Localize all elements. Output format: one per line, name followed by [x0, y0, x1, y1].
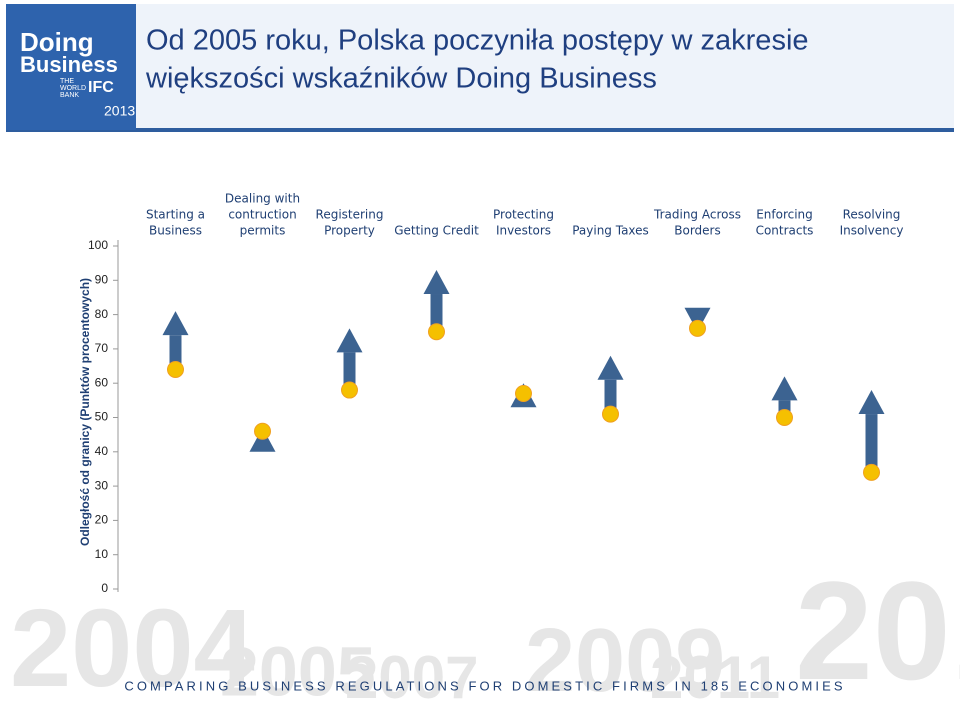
arrow-shaft	[865, 414, 878, 473]
y-tick-label: 30	[95, 478, 109, 492]
arrow-head	[162, 311, 189, 336]
title: Od 2005 roku, Polska poczyniła postępy w…	[146, 25, 809, 57]
x-category-label: Registering	[316, 208, 384, 222]
arrow-head	[771, 376, 798, 401]
arrow-head	[336, 328, 363, 353]
x-category-label: Contracts	[756, 224, 814, 238]
circle-marker	[602, 405, 619, 423]
x-category-label: Investors	[496, 224, 551, 238]
arrow-shaft	[604, 379, 617, 415]
circle-marker	[776, 409, 793, 426]
y-tick-label: 60	[95, 375, 109, 389]
y-tick-label: 90	[95, 272, 109, 286]
arrow-head	[423, 270, 450, 295]
footer-year: 2011	[650, 644, 780, 711]
x-category-label: Dealing with	[225, 192, 300, 206]
x-category-label: Business	[149, 224, 202, 238]
arrow-shaft	[430, 294, 443, 332]
footer-year: 2005	[220, 632, 376, 710]
x-category-label: Property	[324, 224, 375, 238]
footer-year: 2004	[10, 587, 255, 710]
x-category-label: Insolvency	[840, 224, 904, 238]
logo-block	[6, 4, 136, 130]
arrow-shaft	[343, 352, 356, 391]
y-tick-label: 70	[95, 341, 109, 355]
y-tick-label: 80	[95, 307, 109, 321]
header-rule	[6, 128, 954, 132]
arrow-head	[858, 390, 885, 415]
tagline: COMPARING BUSINESS REGULATIONS FOR DOMES…	[124, 678, 845, 693]
y-axis-label: Odległość od granicy (Punktów procentowy…	[78, 278, 92, 546]
x-category-label: permits	[240, 224, 286, 238]
y-tick-label: 20	[95, 513, 109, 527]
logo-ifc: IFC	[88, 79, 114, 96]
x-category-label: Starting a	[146, 208, 205, 222]
x-category-label: Resolving	[843, 208, 901, 222]
circle-marker	[254, 422, 271, 440]
circle-marker	[863, 463, 880, 481]
circle-marker	[515, 384, 532, 402]
y-tick-label: 50	[95, 410, 109, 424]
logo-org: THE	[60, 78, 74, 85]
circle-marker	[341, 381, 358, 399]
y-tick-label: 40	[95, 444, 109, 458]
circle-marker	[689, 319, 706, 337]
logo-text: Doing	[20, 27, 94, 57]
header-band	[6, 4, 954, 130]
x-category-label: contruction	[228, 208, 296, 222]
y-tick-label: 100	[88, 238, 108, 252]
arrow-head	[597, 355, 624, 380]
x-category-label: Paying Taxes	[572, 224, 649, 238]
logo-org: BANK	[60, 92, 79, 99]
arrow-head	[684, 307, 711, 332]
x-category-label: Getting Credit	[394, 224, 479, 238]
x-category-label: Enforcing	[756, 208, 813, 222]
arrow-shaft	[169, 335, 182, 370]
logo-year: 2013	[104, 103, 135, 119]
title: większości wskaźników Doing Business	[145, 63, 657, 95]
y-tick-label: 0	[101, 581, 108, 595]
footer-year: 2013	[795, 552, 960, 709]
x-category-label: Trading Across	[653, 208, 741, 222]
circle-marker	[167, 360, 184, 378]
y-tick-label: 10	[95, 547, 109, 561]
x-category-label: Borders	[674, 224, 720, 238]
logo-org: WORLD	[60, 85, 86, 92]
x-category-label: Protecting	[493, 208, 554, 222]
arrow-head	[249, 427, 276, 452]
logo-text: Business	[20, 52, 118, 77]
circle-marker	[428, 323, 445, 341]
footer-year: 2009	[525, 611, 725, 711]
footer-year: 2007	[345, 644, 478, 711]
